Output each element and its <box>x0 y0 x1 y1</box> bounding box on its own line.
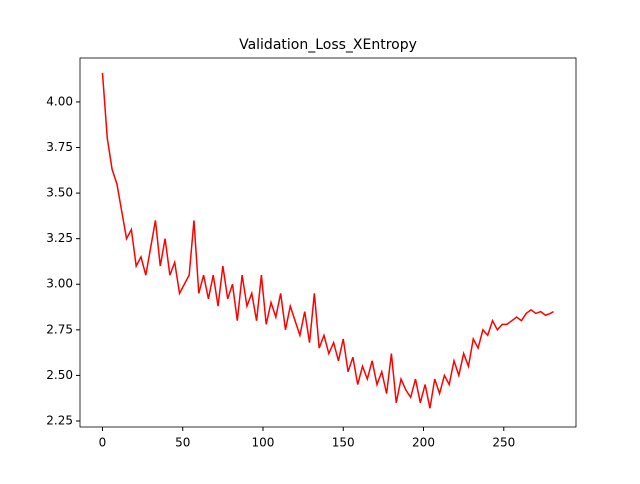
y-tick-label: 2.50 <box>46 368 73 382</box>
plot-frame <box>79 57 577 428</box>
x-tick-label: 150 <box>332 436 355 450</box>
y-tick-label: 3.25 <box>46 231 73 245</box>
x-tick-label: 100 <box>252 436 275 450</box>
y-tick-label: 2.25 <box>46 413 73 427</box>
y-tick-label: 4.00 <box>46 94 73 108</box>
x-tick-label: 0 <box>99 436 107 450</box>
y-tick-label: 2.75 <box>46 322 73 336</box>
x-tick-label: 50 <box>175 436 190 450</box>
y-tick-label: 3.75 <box>46 140 73 154</box>
x-tick-label: 250 <box>492 436 515 450</box>
data-line <box>101 72 554 409</box>
chart-title: Validation_Loss_XEntropy <box>239 37 417 53</box>
y-tick-label: 3.50 <box>46 186 73 200</box>
y-tick-label: 3.00 <box>46 277 73 291</box>
x-tick-label: 200 <box>412 436 435 450</box>
